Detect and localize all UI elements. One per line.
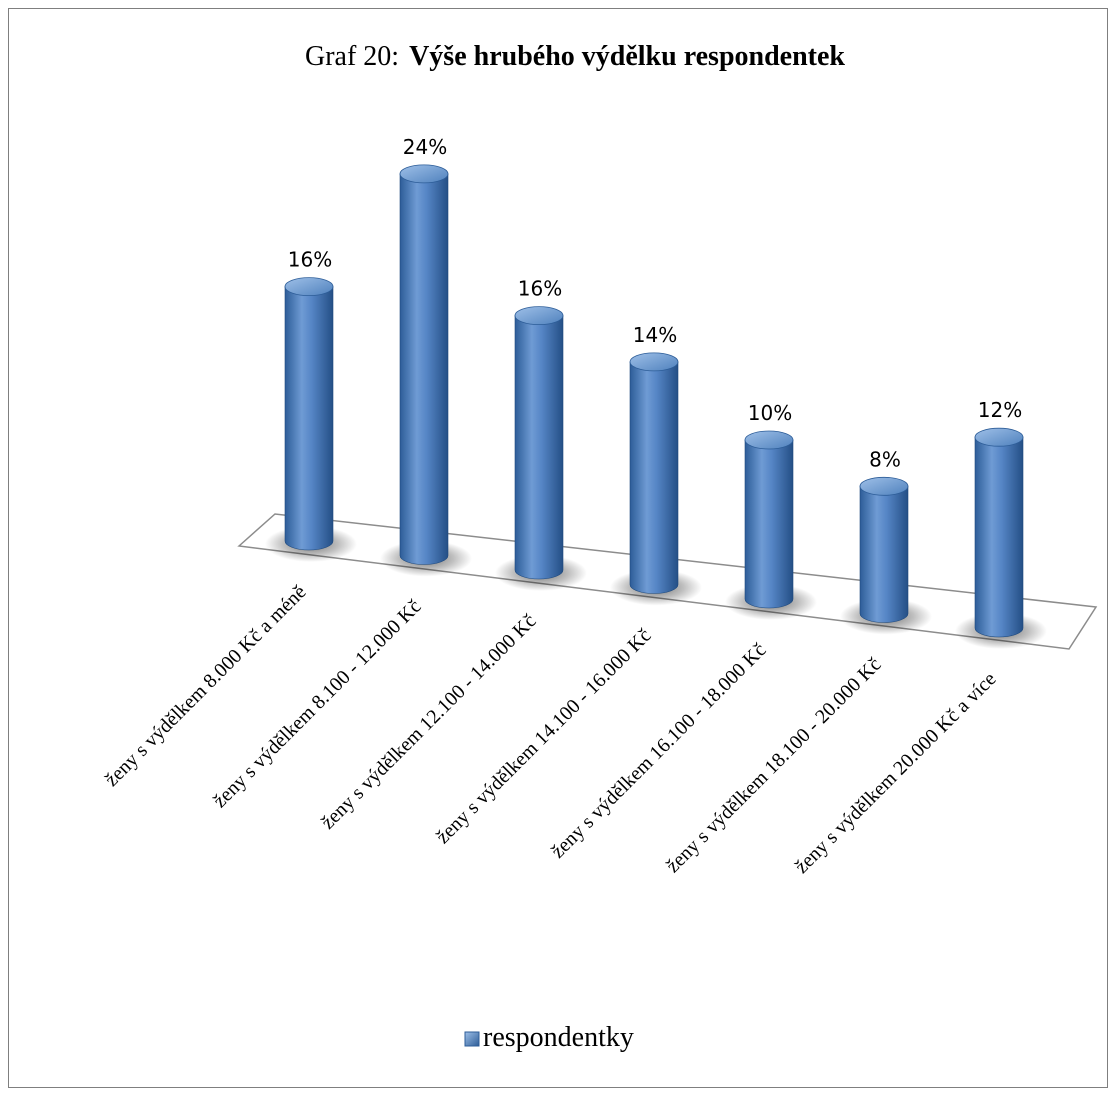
bar-body — [284, 286, 334, 551]
bar-top — [399, 164, 449, 184]
data-label-3: 16% — [518, 277, 562, 301]
bar-6 — [840, 476, 932, 635]
category-label-6: ženy s výdělkem 18.100 - 20.000 Kč — [662, 653, 886, 877]
bar-chart: Graf 20: Výše hrubého výdělku respondente… — [101, 41, 1098, 1053]
bar-body — [399, 173, 449, 565]
bar-3 — [495, 306, 587, 591]
bar-top — [284, 277, 334, 297]
category-label-3: ženy s výdělkem 12.100 - 14.000 Kč — [317, 610, 541, 834]
bar-top — [514, 306, 564, 326]
legend-swatch — [464, 1031, 480, 1047]
data-label-1: 16% — [288, 248, 332, 272]
category-label-1: ženy s výdělkem 8.000 Kč a méně — [101, 581, 311, 791]
chart-title-main: Výše hrubého výdělku respondentek — [409, 41, 845, 72]
category-label-7: ženy s výdělkem 20.000 Kč a více — [791, 668, 1001, 878]
legend-label: respondentky — [483, 1022, 634, 1053]
bar-top — [744, 430, 794, 450]
bar-7 — [955, 427, 1047, 649]
bar-body — [629, 361, 679, 594]
data-label-6: 8% — [869, 447, 901, 471]
bar-body — [744, 439, 794, 609]
bar-top — [629, 352, 679, 372]
legend: respondentky — [464, 1022, 634, 1053]
data-labels-layer: 16% 24% 16% 14% 10% 8% 12% — [288, 135, 1022, 471]
bar-body — [514, 315, 564, 580]
category-label-2: ženy s výdělkem 8.100 - 12.000 Kč — [209, 595, 426, 812]
bar-5 — [725, 430, 817, 620]
category-label-4: ženy s výdělkem 14.100 - 16.000 Kč — [432, 624, 656, 848]
chart-title-prefix: Graf 20: — [305, 41, 399, 72]
bar-1 — [265, 277, 357, 562]
data-label-7: 12% — [978, 398, 1022, 422]
bar-body — [859, 486, 909, 623]
data-label-2: 24% — [403, 135, 447, 159]
bar-top — [974, 427, 1024, 447]
bar-top — [859, 476, 909, 496]
bar-2 — [380, 164, 472, 577]
data-label-4: 14% — [633, 323, 677, 347]
category-label-5: ženy s výdělkem 16.100 - 18.000 Kč — [547, 639, 771, 863]
bar-body — [974, 436, 1024, 638]
chart-title: Graf 20: Výše hrubého výdělku respondente… — [305, 41, 845, 72]
data-label-5: 10% — [748, 401, 792, 425]
bars-layer — [265, 164, 1047, 649]
bar-4 — [610, 352, 702, 606]
chart-frame: Graf 20: Výše hrubého výdělku respondente… — [8, 8, 1108, 1088]
